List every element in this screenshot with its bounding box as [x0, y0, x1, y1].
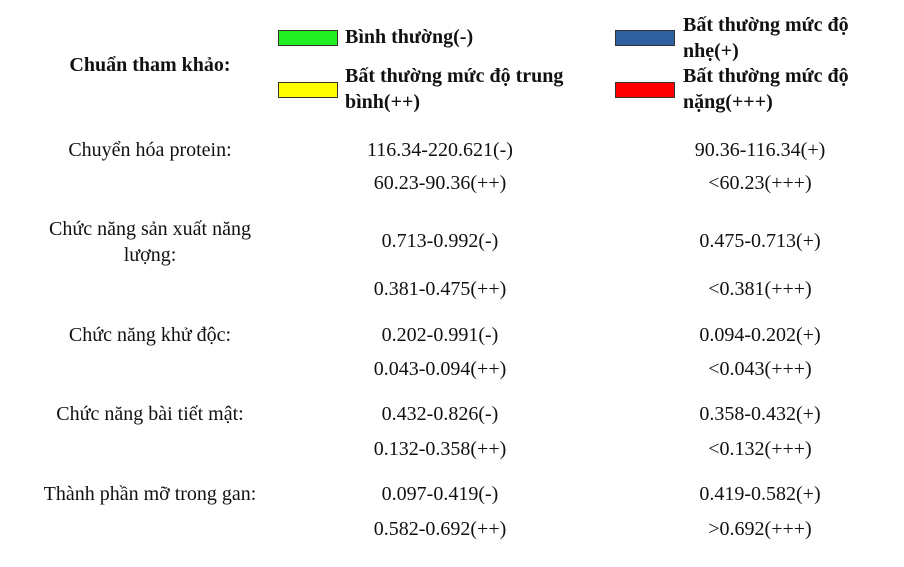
- legend-swatch: [278, 30, 338, 46]
- range-value: 0.043-0.094(++): [373, 358, 507, 380]
- row-name: Thành phần mỡ trong gan:: [43, 483, 257, 505]
- range-value: <60.23(+++): [708, 172, 812, 194]
- range-value: <0.381(+++): [708, 278, 812, 300]
- range-value: 60.23-90.36(++): [373, 172, 507, 194]
- range-value: 90.36-116.34(+): [694, 139, 826, 161]
- legend-text: Bất thường mức độ nhẹ(+): [683, 14, 849, 62]
- range-value: 0.713-0.992(-): [381, 230, 499, 252]
- row-name: Chức năng bài tiết mật:: [56, 403, 244, 425]
- range-value: 0.475-0.713(+): [699, 230, 821, 252]
- range-value: 0.094-0.202(+): [699, 324, 821, 346]
- range-value: >0.692(+++): [708, 518, 812, 540]
- range-value: 0.419-0.582(+): [699, 483, 821, 505]
- row-name: Chuyển hóa protein:: [68, 139, 232, 161]
- legend-label: Chuẩn tham khảo:: [69, 54, 231, 76]
- range-value: <0.043(+++): [708, 358, 812, 380]
- legend-swatch: [278, 82, 338, 98]
- row-name: Chức năng khử độc:: [68, 324, 232, 346]
- legend-text: Bất thường mức độ nặng(+++): [683, 65, 849, 113]
- range-value: 0.358-0.432(+): [699, 403, 821, 425]
- range-value: <0.132(+++): [708, 438, 812, 460]
- legend-text: Bình thường(-): [345, 26, 474, 48]
- row-name: Chức năng sản xuất năng lượng:: [49, 218, 251, 266]
- legend-text: Bất thường mức độ trung bình(++): [345, 65, 564, 113]
- legend-swatch: [615, 30, 675, 46]
- range-value: 0.132-0.358(++): [373, 438, 507, 460]
- range-value: 0.432-0.826(-): [381, 403, 499, 425]
- range-value: 0.582-0.692(++): [373, 518, 507, 540]
- range-value: 0.202-0.991(-): [381, 324, 499, 346]
- range-value: 0.097-0.419(-): [381, 483, 499, 505]
- range-value: 116.34-220.621(-): [367, 139, 513, 161]
- range-value: 0.381-0.475(++): [373, 278, 507, 300]
- legend-swatch: [615, 82, 675, 98]
